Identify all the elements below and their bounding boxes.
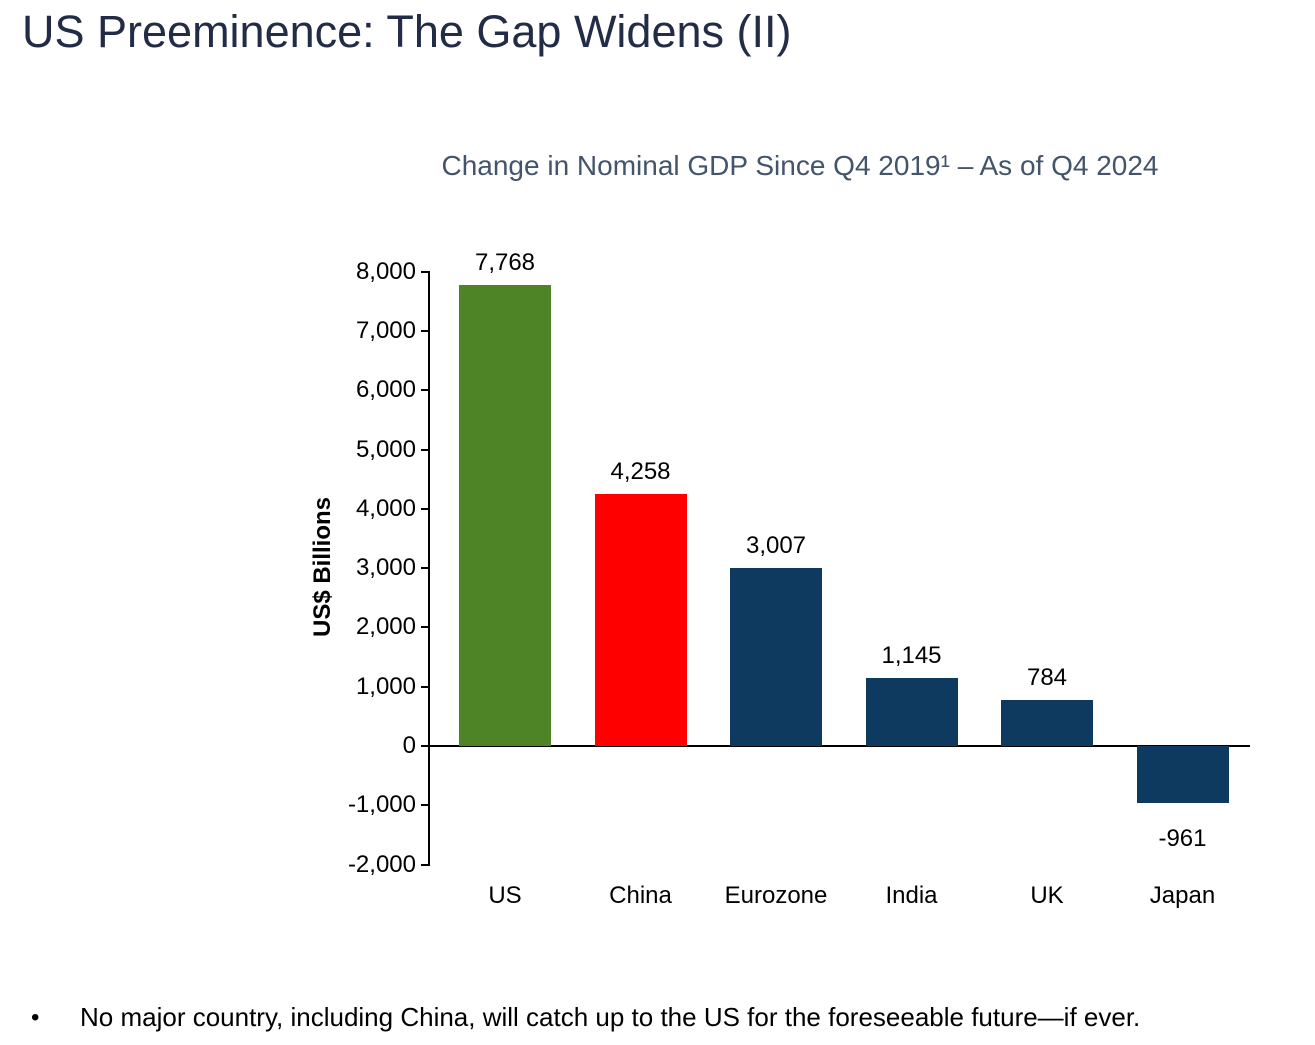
y-tick-label: 7,000 xyxy=(355,316,416,344)
y-tick-mark xyxy=(421,507,430,510)
bullet-note-text: No major country, including China, will … xyxy=(80,1002,1141,1032)
y-tick-mark xyxy=(421,804,430,807)
category-label-us: US xyxy=(488,882,522,909)
bullet-marker: • xyxy=(31,1004,40,1031)
y-tick-mark xyxy=(421,685,430,688)
y-tick-label: -1,000 xyxy=(347,791,416,819)
x-axis-zero-line xyxy=(428,745,1250,747)
bar-us xyxy=(459,285,551,746)
bar-eurozone xyxy=(730,567,822,746)
category-label-eurozone: Eurozone xyxy=(724,882,828,909)
y-tick-label: 1,000 xyxy=(355,672,416,700)
y-tick-mark xyxy=(421,863,430,866)
bullet-note: • No major country, including China, wil… xyxy=(31,1002,1311,1033)
y-tick-mark xyxy=(421,567,430,570)
bar-india xyxy=(865,678,958,746)
data-label-japan: -961 xyxy=(1158,824,1207,852)
bar-china xyxy=(594,493,687,746)
bar-japan xyxy=(1136,746,1229,803)
data-label-india: 1,145 xyxy=(881,642,942,670)
category-label-japan: Japan xyxy=(1149,882,1216,909)
y-tick-mark xyxy=(421,270,430,273)
data-label-eurozone: 3,007 xyxy=(745,531,807,559)
data-label-us: 7,768 xyxy=(474,249,536,277)
page-title: US Preeminence: The Gap Widens (II) xyxy=(22,6,792,57)
category-label-india: India xyxy=(885,882,938,909)
y-tick-label: 2,000 xyxy=(355,613,416,641)
category-label-uk: UK xyxy=(1030,882,1064,909)
y-tick-label: 8,000 xyxy=(355,257,416,285)
y-tick-mark xyxy=(421,626,430,629)
data-label-china: 4,258 xyxy=(610,457,671,485)
y-tick-mark xyxy=(421,448,430,451)
data-label-uk: 784 xyxy=(1026,663,1068,691)
y-tick-label: 4,000 xyxy=(355,494,416,522)
bar-uk xyxy=(1001,699,1093,746)
y-tick-label: 3,000 xyxy=(355,554,416,582)
y-tick-mark xyxy=(421,389,430,392)
y-tick-label: 0 xyxy=(402,732,416,759)
y-tick-label: 6,000 xyxy=(355,376,416,404)
y-axis-line xyxy=(428,271,430,865)
chart-title: Change in Nominal GDP Since Q4 2019¹ – A… xyxy=(441,150,1159,181)
y-tick-mark xyxy=(421,745,430,747)
y-tick-label: -2,000 xyxy=(347,850,416,878)
y-tick-mark xyxy=(421,329,430,332)
y-tick-label: 5,000 xyxy=(355,435,416,463)
category-label-china: China xyxy=(609,882,672,909)
